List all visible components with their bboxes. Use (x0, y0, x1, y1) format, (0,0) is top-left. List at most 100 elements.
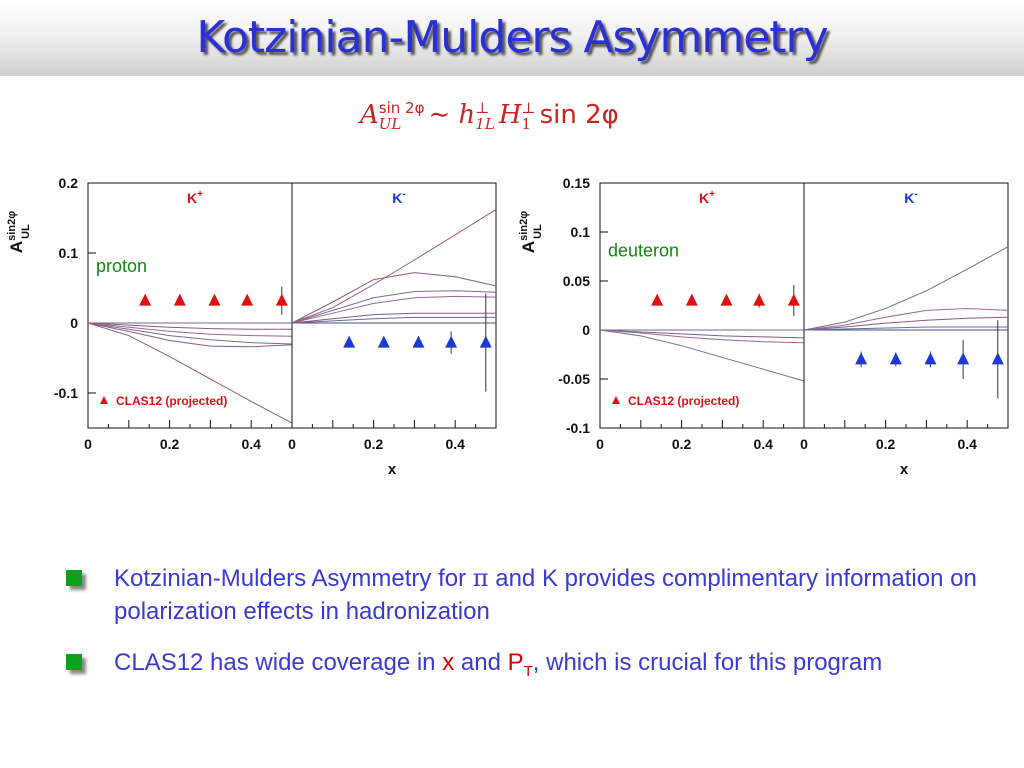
data-point (241, 293, 254, 306)
data-point (787, 293, 800, 306)
x-tick-label: 0.4 (241, 436, 261, 452)
data-point (377, 335, 390, 348)
x-tick-label: 0 (288, 436, 296, 452)
data-point (412, 335, 425, 348)
data-point (924, 352, 937, 365)
bullet-1-text-b: and K provides complimentary information… (114, 565, 977, 625)
model-curve (87, 322, 293, 424)
panel-frame (599, 182, 805, 429)
bullet-1: Kotzinian-Mulders Asymmetry for π and K … (60, 562, 980, 628)
y-tick-label: 0.05 (563, 273, 590, 289)
bullet-2-text-b: , which is crucial for this program (532, 649, 883, 676)
legend-marker (612, 396, 620, 405)
model-curve (803, 316, 1009, 331)
y-axis-label-main: A (519, 241, 538, 253)
bullet-list: Kotzinian-Mulders Asymmetry for π and K … (60, 562, 980, 706)
bullet-2: CLAS12 has wide coverage in x and PT, wh… (60, 646, 980, 688)
bullet-square-icon (66, 570, 82, 586)
data-point (651, 293, 664, 306)
y-axis-label: Asin2φ UL (6, 211, 32, 253)
formula-A-scripts: sin 2φ UL (379, 100, 425, 132)
bullet-1-text-a: Kotzinian-Mulders Asymmetry for (114, 565, 473, 592)
y-tick-label: -0.1 (54, 385, 78, 401)
x-tick-label: 0 (84, 436, 92, 452)
formula-A-sup: sin 2φ (378, 99, 425, 117)
panel-label: K- (904, 189, 917, 206)
y-tick-label: 0 (582, 322, 590, 338)
model-curve (803, 307, 1009, 331)
panel-label-name: K (699, 190, 709, 206)
data-point (445, 335, 458, 348)
target-label: proton (96, 256, 147, 276)
formula-tail: sin 2φ (539, 100, 619, 130)
formula-H-sup: ⊥ (521, 99, 536, 117)
model-curve (291, 290, 497, 324)
y-tick-label: 0 (70, 315, 78, 331)
model-curve (291, 272, 497, 324)
model-curve (87, 322, 293, 348)
model-curve (599, 329, 805, 382)
model-curve (803, 326, 1008, 331)
data-point (208, 293, 221, 306)
title-bar: Kotzinian-Mulders Asymmetry (0, 0, 1024, 76)
legend-text: CLAS12 (projected) (628, 394, 739, 408)
formula-h: h (458, 100, 476, 130)
data-point (139, 293, 152, 306)
panel-label-name: K (904, 190, 914, 206)
data-point (479, 335, 492, 348)
model-curve (291, 209, 497, 324)
y-axis-label: Asin2φ UL (518, 211, 544, 253)
bullet-2-text-a: CLAS12 has wide coverage in (114, 649, 443, 676)
panel-k-minus: 0 0.2 0.4 K- (288, 182, 497, 452)
x-tick-label: 0 (800, 436, 808, 452)
formula-h-sub: 1L (475, 115, 495, 133)
formula-h-scripts: ⊥ 1L (475, 100, 495, 132)
data-point (685, 293, 698, 306)
bullet-2-P: P (507, 649, 524, 676)
x-axis-label: x (388, 461, 397, 478)
bullet-2-and: and (454, 649, 508, 676)
model-curve (803, 246, 1009, 331)
model-curve (87, 322, 293, 337)
x-tick-label: 0.2 (876, 436, 896, 452)
y-tick-label: 0.1 (571, 224, 591, 240)
panel-label: K+ (699, 189, 715, 206)
formula-tilde: ∼ (428, 100, 451, 130)
panel-k-minus: 0 0.2 0.4 K- (800, 182, 1009, 452)
model-curve (291, 316, 496, 324)
panel-frame (291, 182, 497, 429)
y-tick-label: 0.1 (59, 245, 79, 261)
x-tick-label: 0.2 (364, 436, 384, 452)
x-tick-label: 0.2 (160, 436, 180, 452)
data-point (753, 293, 766, 306)
formula-A-sub: UL (378, 115, 402, 133)
y-axis-label-sup: sin2φ (6, 211, 18, 241)
bullet-2-P-sub: T (523, 662, 533, 680)
panel-label-charge: - (914, 189, 917, 200)
formula-A: A (360, 100, 379, 130)
bullet-2-x: x (442, 649, 455, 676)
model-curve (291, 312, 496, 324)
formula-H: H (498, 100, 522, 130)
legend-text: CLAS12 (projected) (116, 394, 227, 408)
formula-H-scripts: ⊥ 1 (522, 100, 536, 132)
formula-h-sup: ⊥ (475, 99, 490, 117)
data-point (720, 293, 733, 306)
panel-k-plus: 0 0.2 0.4 K+ (84, 182, 293, 452)
data-point (275, 293, 288, 306)
data-point (889, 352, 902, 365)
panel-label-name: K (187, 190, 197, 206)
x-tick-label: 0.4 (445, 436, 465, 452)
data-point (957, 352, 970, 365)
slide-title: Kotzinian-Mulders Asymmetry (196, 12, 828, 63)
panel-frame (87, 182, 293, 429)
panel-label: K- (392, 189, 405, 206)
panel-k-plus: 0 0.2 0.4 K+ (596, 182, 805, 452)
model-curve (291, 295, 497, 324)
panel-label-charge: - (402, 189, 405, 200)
x-axis-label: x (900, 461, 909, 478)
x-tick-label: 0 (596, 436, 604, 452)
bullet-1-symbol: π (472, 564, 489, 592)
